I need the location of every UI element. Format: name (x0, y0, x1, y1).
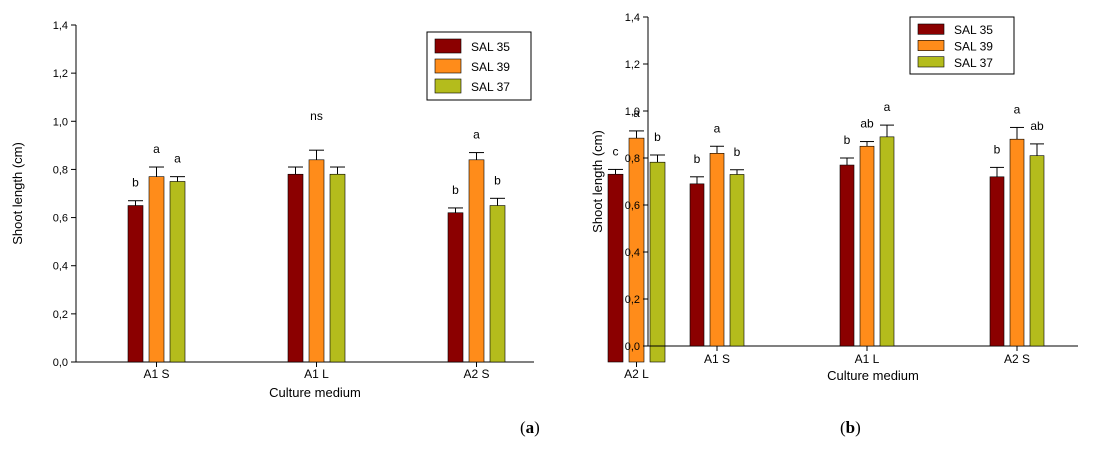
significance-letter: b (654, 130, 661, 144)
bar (127, 205, 144, 363)
y-tick-label: 1,0 (53, 116, 68, 128)
significance-letter: a (1014, 102, 1021, 116)
bar (607, 173, 624, 363)
x-tick-label: A1 L (855, 352, 880, 366)
x-tick-label: A2 S (463, 367, 489, 381)
bar (308, 159, 325, 363)
x-tick-label: A1 S (704, 352, 730, 366)
bar (709, 153, 725, 347)
significance-letter: b (694, 152, 701, 166)
significance-letter: a (714, 121, 721, 135)
legend-label: SAL 37 (954, 56, 993, 70)
significance-letter: b (494, 173, 501, 187)
significance-letter: c (613, 144, 619, 158)
y-tick-label: 0,0 (53, 357, 68, 369)
legend-label: SAL 35 (954, 23, 993, 37)
significance-letter: b (452, 183, 459, 197)
bar (148, 176, 165, 363)
y-tick-label: 0,6 (625, 200, 640, 212)
x-axis-label: Culture medium (269, 385, 361, 400)
y-tick-label: 1,2 (625, 59, 640, 71)
significance-letter: b (844, 133, 851, 147)
bar (329, 173, 346, 363)
significance-letter: ab (1030, 119, 1044, 133)
y-tick-label: 0,0 (625, 341, 640, 353)
legend-swatch (917, 40, 945, 51)
y-tick-label: 0,4 (53, 261, 68, 273)
significance-letter: a (174, 152, 181, 166)
significance-letter: a (473, 128, 480, 142)
bar (1029, 155, 1045, 347)
legend-swatch (434, 58, 462, 74)
y-tick-label: 1,0 (625, 106, 640, 118)
bar (468, 159, 485, 363)
bar (447, 212, 464, 363)
significance-letter: a (153, 142, 160, 156)
chart-panel-a: 0,0 0,2 0,4 0,6 0,8 1,0 1,2 1,4 Shoot length (cm… (10, 20, 666, 400)
x-tick-label: A2 S (1004, 352, 1030, 366)
panel-label-b: b (845, 418, 856, 437)
y-tick-label: 0,8 (53, 164, 68, 176)
legend-swatch (434, 78, 462, 94)
y-axis-label: Shoot length (cm) (10, 142, 25, 245)
legend-swatch (917, 23, 945, 35)
bar (649, 161, 666, 363)
legend-label: SAL 37 (471, 80, 510, 94)
x-tick-label: A2 L (624, 367, 649, 381)
bar (169, 181, 186, 363)
y-axis-label: Shoot length (cm) (590, 130, 605, 233)
significance-letter: b (132, 176, 139, 190)
y-tick-label: 1,2 (53, 68, 68, 80)
bar (689, 183, 705, 347)
legend: SAL 35 SAL 39 SAL 37 (909, 16, 1015, 75)
significance-letter: a (884, 100, 891, 114)
legend-label: SAL 39 (471, 60, 510, 74)
bar (287, 173, 304, 363)
y-tick-label: 0,6 (53, 213, 68, 225)
panel-label-a: a (525, 418, 535, 437)
significance-letter: ab (860, 117, 874, 131)
legend-label: SAL 35 (471, 40, 510, 54)
bar (859, 145, 875, 347)
legend-swatch (917, 56, 945, 68)
legend-label: SAL 39 (954, 40, 993, 54)
group-significance-label: ns (310, 109, 323, 123)
significance-letter: a (633, 106, 640, 120)
legend-swatch (434, 38, 462, 54)
bar (989, 176, 1005, 347)
y-tick-label: 0,4 (625, 247, 640, 259)
bar (879, 136, 895, 347)
bar (1009, 138, 1025, 347)
y-tick-label: 1,4 (625, 12, 640, 24)
y-tick-label: 1,4 (53, 20, 68, 32)
significance-letter: b (734, 145, 741, 159)
chart-panel-b: 0,0 0,2 0,4 0,6 0,8 1,0 1,2 1,4 Shoot length (cm… (590, 12, 1078, 383)
panel-caption-a: (a) (520, 418, 540, 437)
x-tick-label: A1 S (143, 367, 169, 381)
panel-caption-b: (b) (840, 418, 861, 437)
y-tick-label: 0,8 (625, 153, 640, 165)
y-tick-label: 0,2 (53, 309, 68, 321)
x-axis-label: Culture medium (827, 368, 919, 383)
x-tick-label: A1 L (304, 367, 329, 381)
bar (489, 205, 506, 363)
bar (729, 174, 745, 347)
bar (839, 164, 855, 347)
significance-letter: b (994, 142, 1001, 156)
legend: SAL 35 SAL 39 SAL 37 (426, 31, 532, 101)
y-tick-label: 0,2 (625, 294, 640, 306)
